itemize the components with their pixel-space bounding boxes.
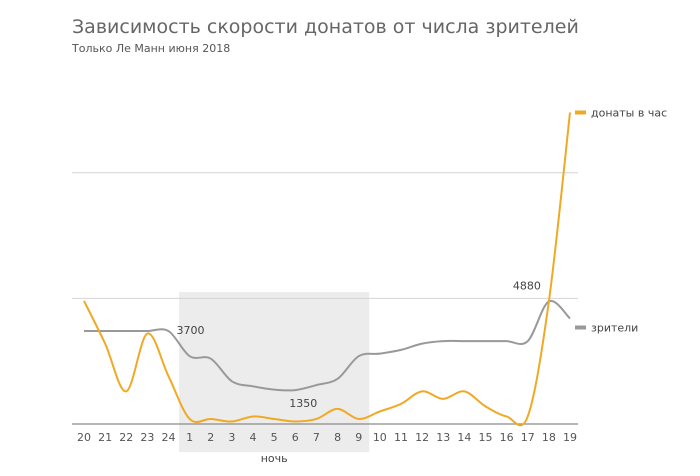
chart-subtitle: Только Ле Манн июня 2018 [71,42,230,55]
x-tick-label: 8 [334,431,341,444]
x-tick-label: 16 [500,431,514,444]
x-tick-label: 21 [98,431,112,444]
x-tick-label: 3 [228,431,235,444]
x-tick-label: 11 [394,431,408,444]
x-axis-ticks: 20 21 22 23 24 1 2 3 4 5 6 7 8 9 10 11 12 13 14 15 16 17 18 19 [77,431,577,444]
series-line-viewers [84,299,571,392]
gridlines [72,172,578,425]
x-tick-label: 18 [542,431,556,444]
x-tick-label: 1 [186,431,193,444]
x-tick-label: 20 [77,431,91,444]
data-label: 3700 [177,324,205,337]
x-tick-label: 22 [119,431,133,444]
legend-label: донаты в час [591,107,667,120]
series-layer [83,112,571,427]
data-label: 4880 [513,279,541,292]
x-tick-label: 12 [415,431,429,444]
series-line-donations [83,112,571,427]
x-tick-label: 10 [373,431,387,444]
x-tick-label: 6 [292,431,299,444]
chart-title: Зависимость скорости донатов от числа зр… [72,16,579,38]
x-tick-label: 13 [436,431,450,444]
x-tick-label: 15 [478,431,492,444]
x-tick-label: 23 [140,431,154,444]
data-label: 1350 [289,397,317,410]
x-tick-label: 19 [563,431,577,444]
x-tick-label: 5 [271,431,278,444]
night-highlight [179,292,370,452]
x-tick-label: 9 [355,431,362,444]
x-tick-label: 2 [207,431,214,444]
x-tick-label: 14 [457,431,471,444]
x-tick-label: 7 [313,431,320,444]
legend: зрители донаты в час [575,107,667,334]
x-tick-label: 17 [521,431,535,444]
annotations: 3700 1350 4880 [177,279,541,410]
legend-label: зрители [591,321,638,334]
x-tick-label: 24 [162,431,176,444]
x-tick-label: 4 [250,431,257,444]
night-label: ночь [261,452,288,465]
